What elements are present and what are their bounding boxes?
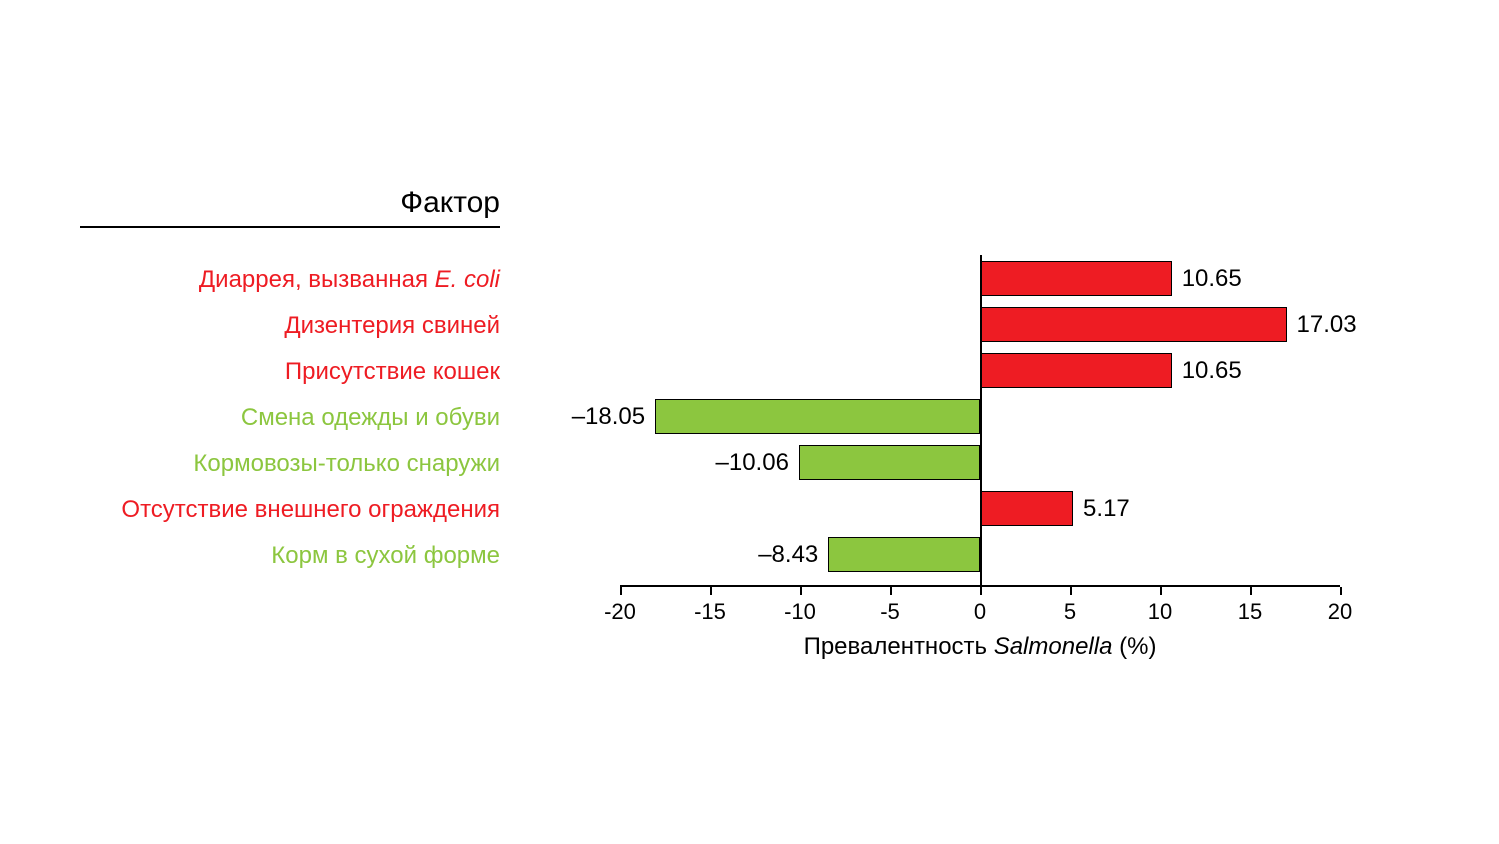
- bar: [981, 491, 1073, 526]
- x-tick: [1250, 587, 1252, 595]
- x-tick: [1160, 587, 1162, 595]
- x-axis-title-text: Превалентность: [804, 633, 994, 660]
- factor-label-text: Кормовозы-только снаружи: [193, 450, 500, 477]
- x-tick-label: 15: [1238, 599, 1262, 625]
- x-tick: [890, 587, 892, 595]
- factor-label: Смена одежды и обуви: [121, 406, 500, 434]
- x-tick-label: 5: [1064, 599, 1076, 625]
- factor-label-italic: E. coli: [435, 266, 500, 293]
- factor-heading: Фактор: [80, 186, 500, 228]
- factor-label-text: Диаррея, вызванная: [199, 266, 435, 293]
- bar-value-label: 5.17: [1083, 495, 1130, 523]
- x-tick-label: -20: [604, 599, 636, 625]
- factor-label-text: Присутствие кошек: [285, 358, 500, 385]
- x-tick: [1070, 587, 1072, 595]
- bar: [981, 261, 1172, 296]
- bar-value-label: 17.03: [1297, 311, 1357, 339]
- x-tick-label: 10: [1148, 599, 1172, 625]
- bar-value-label: –8.43: [758, 541, 818, 569]
- factor-label-text: Корм в сухой форме: [271, 542, 500, 569]
- bar: [655, 399, 980, 434]
- factor-label-text: Смена одежды и обуви: [241, 404, 500, 431]
- bar-value-label: –18.05: [572, 403, 645, 431]
- x-tick: [1340, 587, 1342, 595]
- bar: [981, 353, 1172, 388]
- x-tick-label: -10: [784, 599, 816, 625]
- x-tick-label: -15: [694, 599, 726, 625]
- prevalence-chart: -20-15-10-505101520Превалентность Salmon…: [620, 255, 1360, 635]
- factor-label: Корм в сухой форме: [121, 544, 500, 572]
- x-tick: [710, 587, 712, 595]
- bar-value-label: –10.06: [716, 449, 789, 477]
- plot-area: -20-15-10-505101520Превалентность Salmon…: [620, 255, 1340, 585]
- factor-list: Диаррея, вызванная E. coli Дизентерия сви…: [121, 268, 500, 572]
- zero-axis-line: [980, 255, 982, 587]
- bar: [828, 537, 980, 572]
- factor-label: Кормовозы-только снаружи: [121, 452, 500, 480]
- factor-label-text: Дизентерия свиней: [284, 312, 500, 339]
- x-tick-label: 0: [974, 599, 986, 625]
- x-tick-label: -5: [880, 599, 900, 625]
- x-tick: [980, 587, 982, 595]
- x-axis-title-italic: Salmonella: [994, 633, 1113, 660]
- bar: [981, 307, 1287, 342]
- bar: [799, 445, 980, 480]
- x-axis-title-text: (%): [1112, 633, 1156, 660]
- factor-label-text: Отсутствие внешнего ограждения: [121, 496, 500, 523]
- factor-label: Присутствие кошек: [121, 360, 500, 388]
- bar-value-label: 10.65: [1182, 357, 1242, 385]
- bar-value-label: 10.65: [1182, 265, 1242, 293]
- factor-label: Отсутствие внешнего ограждения: [121, 498, 500, 526]
- factor-label: Дизентерия свиней: [121, 314, 500, 342]
- x-axis-title: Превалентность Salmonella (%): [804, 633, 1157, 661]
- x-tick: [800, 587, 802, 595]
- factor-label: Диаррея, вызванная E. coli: [121, 268, 500, 296]
- x-tick: [620, 587, 622, 595]
- x-tick-label: 20: [1328, 599, 1352, 625]
